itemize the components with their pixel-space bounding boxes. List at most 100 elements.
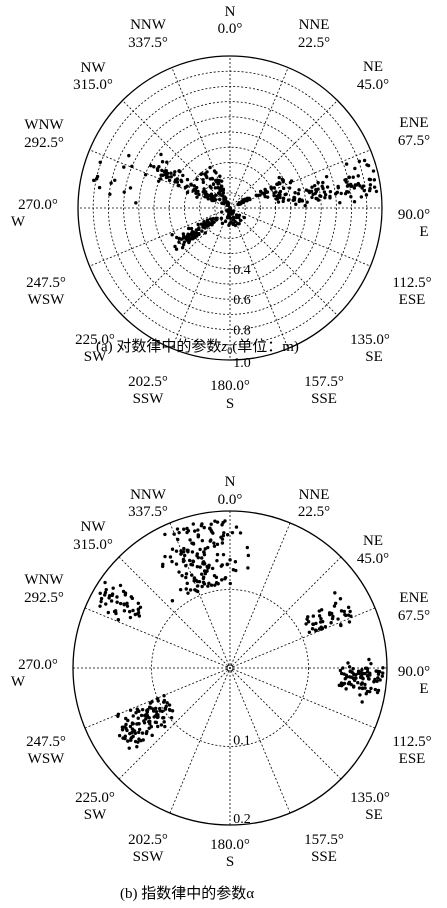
- chart-b-point: [341, 683, 344, 686]
- chart-a-point: [310, 186, 313, 189]
- chart-b-point: [137, 737, 140, 740]
- chart-a-point: [239, 219, 242, 222]
- chart-b-point: [348, 675, 351, 678]
- chart-a-point: [352, 176, 355, 179]
- chart-a-point: [337, 186, 340, 189]
- chart-b-point: [202, 581, 205, 584]
- chart-a-point: [368, 189, 371, 192]
- chart-a-angle-label-deg: 157.5°: [304, 374, 344, 390]
- chart-a-point: [195, 195, 198, 198]
- chart-b-spoke: [85, 608, 227, 667]
- chart-b-point: [169, 555, 172, 558]
- chart-b-point: [232, 568, 235, 571]
- chart-b-point: [210, 530, 213, 533]
- chart-b-point: [318, 609, 321, 612]
- chart-b-point: [340, 609, 343, 612]
- chart-b-point: [135, 745, 138, 748]
- chart-b-point: [211, 567, 214, 570]
- chart-b-point: [156, 716, 159, 719]
- chart-a-point: [181, 174, 184, 177]
- chart-a-point: [200, 229, 203, 232]
- chart-b-point: [137, 602, 140, 605]
- chart-b-point: [220, 564, 223, 567]
- chart-b-angle-label-name: NW: [81, 519, 107, 535]
- chart-a-point: [190, 183, 193, 186]
- chart-b-point: [334, 602, 337, 605]
- chart-a-point: [216, 182, 219, 185]
- chart-a-point: [197, 233, 200, 236]
- chart-a-point: [368, 178, 371, 181]
- chart-a-point: [259, 190, 262, 193]
- chart-a-point: [305, 200, 308, 203]
- chart-a-point: [294, 203, 297, 206]
- chart-a-point: [298, 200, 301, 203]
- chart-b-point: [360, 674, 363, 677]
- chart-a-point: [212, 220, 215, 223]
- chart-b-point: [348, 620, 351, 623]
- chart-b-angle-label-deg: 225.0°: [75, 790, 115, 806]
- chart-a-point: [210, 177, 213, 180]
- chart-a-point: [182, 232, 185, 235]
- chart-a-point: [184, 186, 187, 189]
- chart-b-point: [122, 602, 125, 605]
- chart-b-point: [374, 688, 377, 691]
- chart-a-point: [165, 169, 168, 172]
- chart-a-point: [336, 191, 339, 194]
- chart-b-point: [247, 554, 250, 557]
- chart-b-point: [188, 538, 191, 541]
- chart-b-point: [198, 548, 201, 551]
- chart-b-point: [124, 593, 127, 596]
- chart-b-angle-label-deg: 22.5°: [298, 504, 330, 520]
- chart-b-angle-label-name: SE: [365, 807, 383, 823]
- chart-a-point: [287, 198, 290, 201]
- chart-a-point: [343, 178, 346, 181]
- chart-a-point: [195, 178, 198, 181]
- chart-a-point: [310, 196, 313, 199]
- chart-b-point: [148, 716, 151, 719]
- chart-b-angle-label-name: SSW: [133, 849, 165, 865]
- chart-a-angle-label-name: ESE: [399, 292, 426, 308]
- chart-b-point: [222, 553, 225, 556]
- chart-b-point: [155, 721, 158, 724]
- chart-a-point: [199, 173, 202, 176]
- chart-a-point: [221, 222, 224, 225]
- chart-a-caption: (a) 对数律中的参数z0(单位：m): [96, 338, 299, 357]
- chart-a-point: [232, 216, 235, 219]
- chart-a-point: [170, 175, 173, 178]
- chart-b-point: [347, 613, 350, 616]
- chart-b-point: [123, 609, 126, 612]
- chart-b-point: [195, 554, 198, 557]
- chart-b-point: [108, 594, 111, 597]
- chart-b-point: [116, 715, 119, 718]
- chart-b-point: [351, 667, 354, 670]
- chart-a-point: [325, 175, 328, 178]
- chart-a-point: [108, 193, 111, 196]
- chart-a-point: [357, 174, 360, 177]
- chart-a-point: [347, 190, 350, 193]
- chart-b-point: [367, 677, 370, 680]
- chart-a-point: [176, 180, 179, 183]
- chart-a-radial-tick-label: 0.8: [233, 324, 251, 339]
- chart-a-point: [180, 238, 183, 241]
- chart-b-point: [135, 722, 138, 725]
- chart-b-point: [182, 547, 185, 550]
- chart-a-point: [109, 181, 112, 184]
- chart-a-point: [220, 210, 223, 213]
- chart-a-point: [321, 181, 324, 184]
- chart-a-point: [212, 217, 215, 220]
- chart-b-point: [368, 690, 371, 693]
- chart-b-point: [186, 582, 189, 585]
- chart-b-point: [160, 723, 163, 726]
- chart-b-point: [215, 559, 218, 562]
- chart-a-point: [134, 201, 137, 204]
- chart-b-angle-label-deg: 45.0°: [357, 551, 389, 567]
- chart-a-point: [365, 193, 368, 196]
- chart-b-point: [336, 617, 339, 620]
- chart-a-point: [360, 195, 363, 198]
- chart-a-point: [220, 179, 223, 182]
- chart-b-point: [376, 691, 379, 694]
- chart-a-point: [203, 195, 206, 198]
- chart-b-point: [115, 595, 118, 598]
- chart-b-point: [367, 658, 370, 661]
